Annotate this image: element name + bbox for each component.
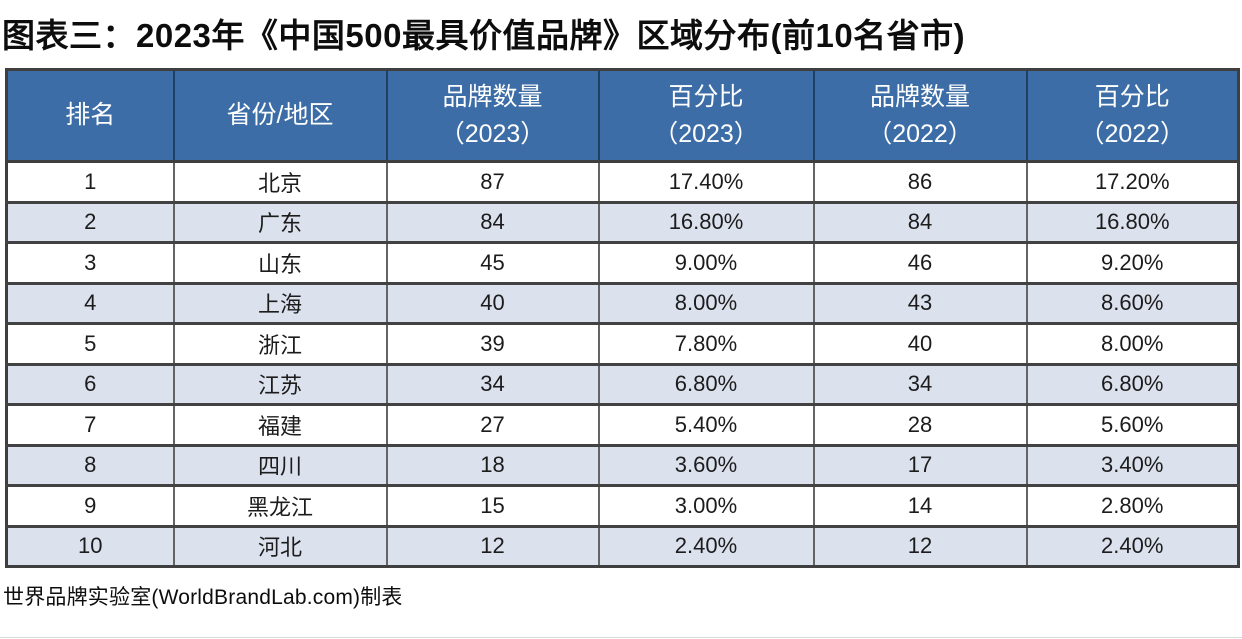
table-cell: 34 [812,362,1027,405]
source-note: 世界品牌实验室(WorldBrandLab.com)制表 [3,586,403,609]
table-cell: 7 [6,403,174,445]
table-cell: 黑龙江 [172,484,387,526]
table-cell: 山东 [172,241,387,283]
table-cell: 7.80% [597,322,814,364]
table-cell: 浙江 [172,322,387,364]
table-row: 6 江苏 34 6.80% 34 6.80% [6,362,1239,405]
table-cell: 8.60% [1025,281,1239,324]
bottom-divider [0,637,1242,638]
table-cell: 18 [385,443,599,486]
table-cell: 17.20% [1025,161,1239,202]
table-cell: 1 [6,161,174,202]
table-cell: 16.80% [1025,200,1239,243]
table-cell: 2 [6,200,174,243]
table-cell: 34 [385,362,599,405]
table-cell: 5.40% [597,403,814,445]
table-cell: 广东 [172,200,387,243]
table-cell: 2.40% [1025,524,1239,567]
column-header-1: 省份/地区 [172,69,387,163]
column-header-0: 排名 [6,69,174,163]
brand-distribution-table: 排名 省份/地区 品牌数量 （2023） 百分比 （2023） 品牌数量 （2022）百… [5,68,1240,568]
table-cell: 14 [812,484,1027,526]
table-cell: 6.80% [1025,362,1239,405]
table-row: 7 福建 27 5.40% 28 5.60% [6,403,1239,445]
table-cell: 45 [385,241,599,283]
table-cell: 四川 [172,443,387,486]
table-cell: 12 [812,524,1027,567]
table-cell: 15 [385,484,599,526]
table-cell: 10 [6,524,174,567]
column-header-3: 百分比 （2023） [597,69,814,163]
table-cell: 12 [385,524,599,567]
column-header-4: 品牌数量 （2022） [812,69,1027,163]
table-cell: 28 [812,403,1027,445]
column-header-2: 品牌数量 （2023） [385,69,599,163]
table-cell: 5.60% [1025,403,1239,445]
table-cell: 17.40% [597,161,814,202]
table-cell: 2.80% [1025,484,1239,526]
table-cell: 17 [812,443,1027,486]
table-cell: 江苏 [172,362,387,405]
table-cell: 87 [385,161,599,202]
table-cell: 6.80% [597,362,814,405]
table-cell: 福建 [172,403,387,445]
table-cell: 8.00% [597,281,814,324]
table-cell: 3.00% [597,484,814,526]
table-row: 9 黑龙江 15 3.00% 14 2.80% [6,484,1239,526]
table-row: 4 上海 40 8.00% 43 8.60% [6,281,1239,324]
table-cell: 3.60% [597,443,814,486]
table-cell: 4 [6,281,174,324]
table-row: 2 广东 84 16.80% 84 16.80% [6,200,1239,243]
table-cell: 5 [6,322,174,364]
table-cell: 8 [6,443,174,486]
table-cell: 16.80% [597,200,814,243]
table-cell: 9 [6,484,174,526]
table-cell: 84 [812,200,1027,243]
table-cell: 84 [385,200,599,243]
table-cell: 3.40% [1025,443,1239,486]
table-row: 1 北京 87 17.40% 86 17.20% [6,161,1239,202]
table-cell: 43 [812,281,1027,324]
table-cell: 86 [812,161,1027,202]
table-row: 5 浙江 39 7.80% 40 8.00% [6,322,1239,364]
table-row: 3 山东 45 9.00% 46 9.20% [6,241,1239,283]
table-cell: 3 [6,241,174,283]
table-cell: 6 [6,362,174,405]
table-cell: 8.00% [1025,322,1239,364]
table-cell: 9.20% [1025,241,1239,283]
table-cell: 9.00% [597,241,814,283]
table-cell: 40 [812,322,1027,364]
table-header-row: 排名 省份/地区 品牌数量 （2023） 百分比 （2023） 品牌数量 （2022）百… [6,69,1239,163]
table-cell: 27 [385,403,599,445]
column-header-5: 百分比 （2022） [1025,69,1239,163]
table-row: 10 河北 12 2.40% 12 2.40% [6,524,1239,567]
table-cell: 河北 [172,524,387,567]
table-cell: 39 [385,322,599,364]
chart-title: 图表三：2023年《中国500最具价值品牌》区域分布(前10名省市) [2,17,966,54]
table-cell: 北京 [172,161,387,202]
table-cell: 上海 [172,281,387,324]
table-cell: 2.40% [597,524,814,567]
table-row: 8 四川 18 3.60% 17 3.40% [6,443,1239,486]
table-cell: 46 [812,241,1027,283]
table-cell: 40 [385,281,599,324]
